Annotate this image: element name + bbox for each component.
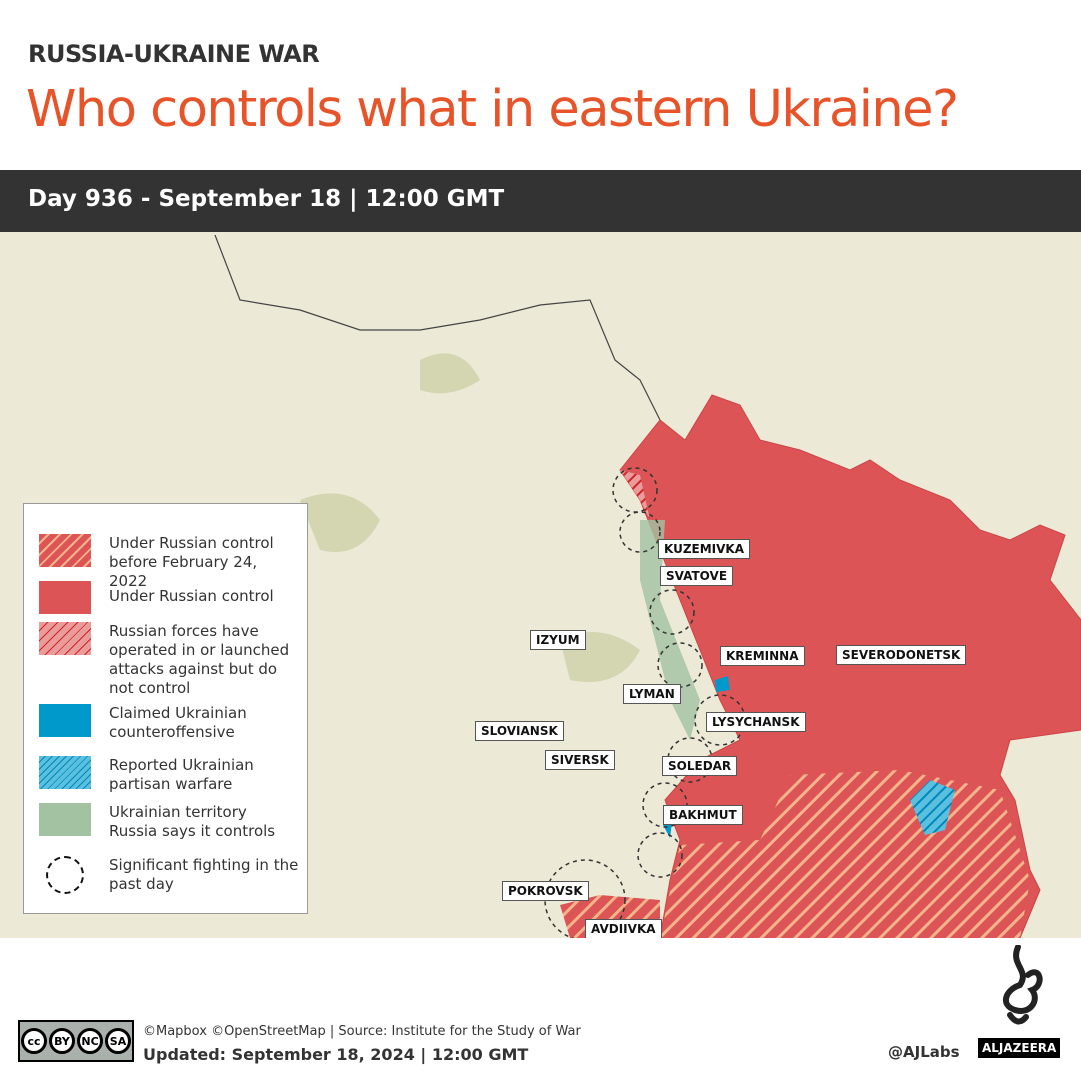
- legend-item: Russian forces have operated in or launc…: [39, 622, 299, 698]
- map-label-svatove: SVATOVE: [660, 566, 734, 586]
- legend-swatch-contested: [39, 622, 91, 655]
- legend-item: Reported Ukrainian partisan warfare: [39, 756, 299, 794]
- map-label-lyman: LYMAN: [623, 684, 681, 704]
- legend-label: Reported Ukrainian partisan warfare: [109, 756, 254, 793]
- sa-icon: SA: [105, 1028, 131, 1054]
- legend-swatch-pre2022: [39, 534, 91, 567]
- map-label-pokrovsk: POKROVSK: [502, 881, 589, 901]
- legend-item: Claimed Ukrainian counteroffensive: [39, 704, 299, 742]
- source-text: ©Mapbox ©OpenStreetMap | Source: Institu…: [143, 1024, 581, 1039]
- legend-item: Significant fighting in the past day: [39, 856, 299, 894]
- legend-item: Under Russian control before February 24…: [39, 534, 299, 591]
- green-patch: [300, 353, 640, 682]
- aljazeera-logo-icon: [1003, 945, 1043, 1025]
- map-label-kreminna: KREMINNA: [720, 646, 805, 666]
- legend-label: Significant fighting in the past day: [109, 856, 299, 893]
- legend-label: Russian forces have operated in or launc…: [109, 622, 290, 697]
- map-label-siversk: SIVERSK: [545, 750, 615, 770]
- legend-swatch-russian: [39, 581, 91, 614]
- cc-license-icon: cc BY NC SA: [18, 1020, 134, 1062]
- by-icon: BY: [49, 1028, 75, 1054]
- legend-swatch-counteroffensive: [39, 704, 91, 737]
- updated-text: Updated: September 18, 2024 | 12:00 GMT: [143, 1045, 529, 1064]
- map-label-avdiivka: AVDIIVKA: [585, 919, 662, 938]
- legend-swatch-partisan: [39, 756, 91, 789]
- partisan-area: [910, 780, 955, 835]
- russia-claims-area: [640, 520, 700, 740]
- border-line: [214, 234, 661, 421]
- date-bar: Day 936 - September 18 | 12:00 GMT: [0, 170, 1081, 232]
- map-label-soledar: SOLEDAR: [662, 756, 738, 776]
- map-label-kuzemivka: KUZEMIVKA: [658, 539, 751, 559]
- legend-swatch-fighting: [39, 856, 91, 894]
- legend-label: Claimed Ukrainian counteroffensive: [109, 704, 247, 741]
- map-label-bakhmut: BAKHMUT: [663, 805, 743, 825]
- legend-label: Under Russian control before February 24…: [109, 534, 274, 590]
- page-title: Who controls what in eastern Ukraine?: [26, 80, 959, 139]
- legend: Under Russian control before February 24…: [23, 503, 308, 914]
- map-label-sloviansk: SLOVIANSK: [475, 721, 564, 741]
- map-label-izyum: IZYUM: [530, 630, 586, 650]
- contested-area: [620, 470, 650, 520]
- legend-swatch-russia-claims: [39, 803, 91, 836]
- handle: @AJLabs: [888, 1043, 960, 1061]
- cc-icon: cc: [21, 1028, 47, 1054]
- legend-item: Ukrainian territory Russia says it contr…: [39, 803, 299, 841]
- map-layers: [214, 234, 1081, 938]
- legend-item: Under Russian control: [39, 581, 299, 614]
- legend-label: Ukrainian territory Russia says it contr…: [109, 803, 276, 840]
- nc-icon: NC: [77, 1028, 103, 1054]
- legend-label: Under Russian control: [109, 587, 274, 605]
- map-label-severodonetsk: SEVERODONETSK: [836, 645, 967, 665]
- map-label-lysychansk: LYSYCHANSK: [706, 712, 806, 732]
- aljazeera-logo: ALJAZEERA: [978, 1038, 1061, 1058]
- kicker: RUSSIA-UKRAINE WAR: [28, 40, 320, 68]
